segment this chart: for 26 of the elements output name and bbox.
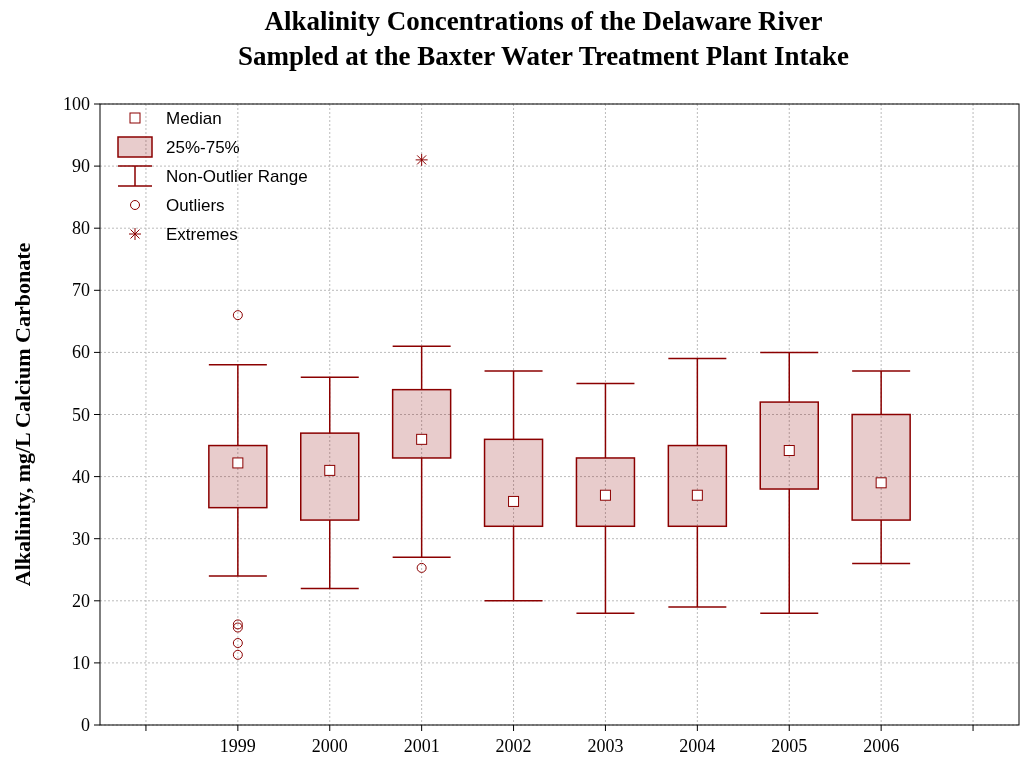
y-tick-label: 20 (72, 590, 90, 611)
annotation: 25%-75% (166, 138, 240, 157)
y-tick-label: 30 (72, 528, 90, 549)
x-tick-label: 2001 (403, 736, 440, 756)
y-tick-label: 50 (72, 404, 90, 425)
y-tick-label: 10 (72, 652, 90, 673)
y-tick-label: 40 (72, 466, 90, 487)
y-tick-label: 90 (72, 156, 90, 177)
y-tick-label: 70 (72, 280, 90, 301)
y-tick-label: 80 (72, 218, 90, 239)
annotation: Outliers (166, 196, 225, 215)
y-tick-label: 60 (72, 342, 90, 363)
legend-label: Extremes (166, 225, 238, 244)
x-tick-label: 2005 (771, 736, 808, 756)
annotation: Non-Outlier Range (166, 167, 308, 186)
annotation: Median (166, 109, 222, 128)
x-tick-label: 2004 (679, 736, 716, 756)
y-axis-title: Alkalinity, mg/L Calcium Carbonate (10, 242, 35, 587)
y-tick-label: 100 (63, 94, 90, 114)
x-tick-label: 2002 (495, 736, 532, 756)
chart-title: Alkalinity Concentrations of the Delaware River Sampled at the Baxter Water Treatment Plant Intake (237, 6, 850, 71)
x-tick-label: 2003 (587, 736, 624, 756)
y-tick-label: 0 (81, 715, 90, 735)
x-tick-label: 2000 (311, 736, 348, 756)
x-tick-label: 1999 (219, 736, 256, 756)
x-tick-label: 2006 (863, 736, 900, 756)
